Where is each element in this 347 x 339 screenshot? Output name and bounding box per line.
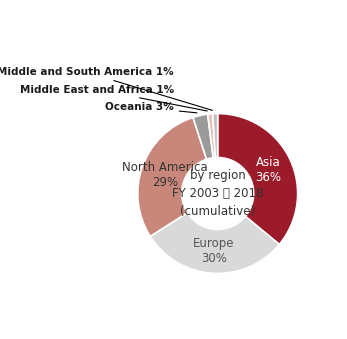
Text: Europe
30%: Europe 30% bbox=[193, 237, 235, 265]
Wedge shape bbox=[138, 117, 206, 236]
Wedge shape bbox=[150, 213, 279, 274]
Wedge shape bbox=[208, 114, 215, 158]
Text: Oceania 3%: Oceania 3% bbox=[105, 102, 197, 113]
Text: Middle East and Africa 1%: Middle East and Africa 1% bbox=[19, 84, 207, 111]
Wedge shape bbox=[193, 114, 213, 159]
Text: Middle and South America 1%: Middle and South America 1% bbox=[0, 67, 212, 111]
Text: by region
FY 2003 ～ 2018
(cumulative): by region FY 2003 ～ 2018 (cumulative) bbox=[172, 169, 263, 218]
Wedge shape bbox=[213, 114, 218, 158]
Text: Asia
36%: Asia 36% bbox=[255, 156, 281, 184]
Text: North America
29%: North America 29% bbox=[122, 161, 208, 188]
Wedge shape bbox=[218, 114, 298, 244]
